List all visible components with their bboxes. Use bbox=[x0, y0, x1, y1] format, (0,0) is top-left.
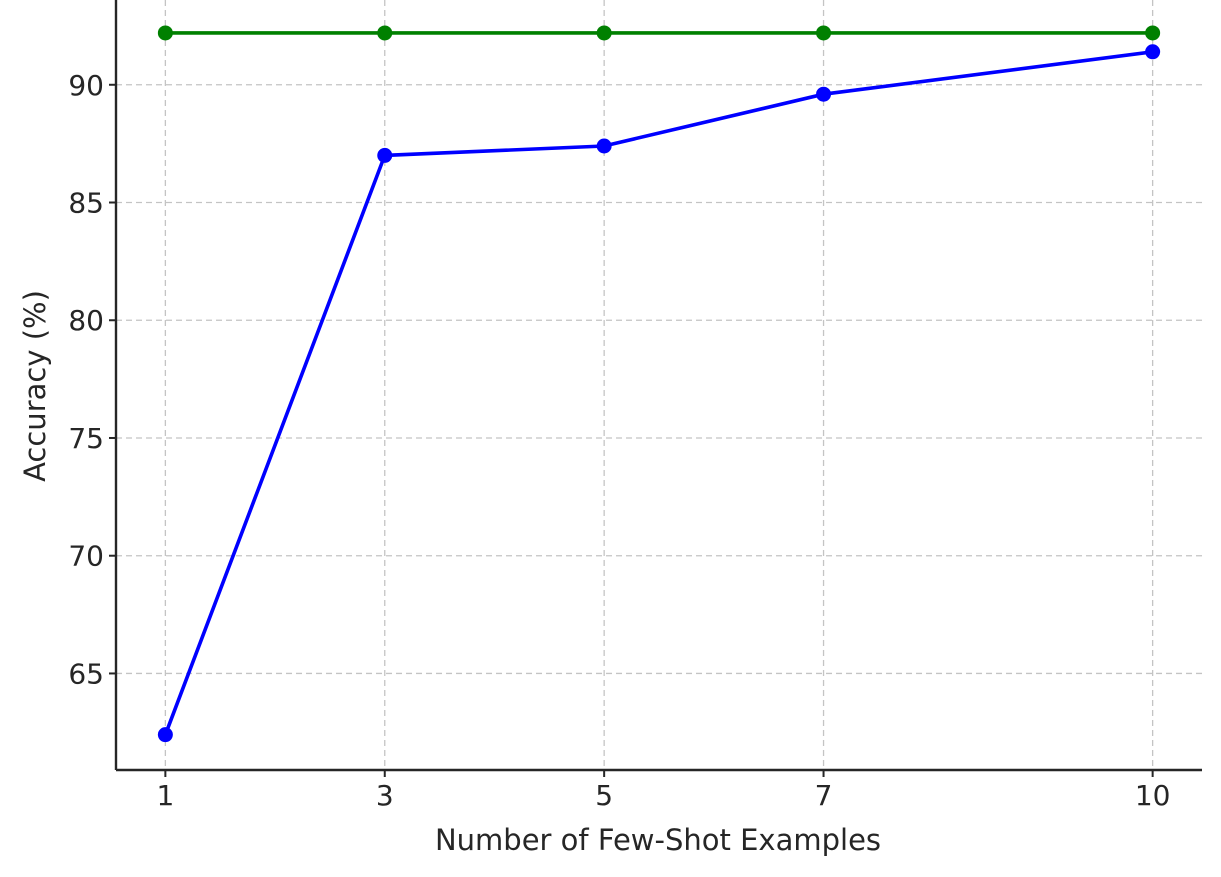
x-tick-label: 10 bbox=[1135, 779, 1171, 812]
y-tick-label: 70 bbox=[68, 540, 104, 573]
series-group bbox=[157, 25, 1161, 743]
data-point bbox=[377, 25, 393, 41]
x-axis-label: Number of Few-Shot Examples bbox=[435, 823, 881, 857]
x-tick-label: 7 bbox=[815, 779, 833, 812]
y-tick-label: 90 bbox=[68, 69, 104, 102]
data-point bbox=[1145, 25, 1161, 41]
y-tick-label: 80 bbox=[68, 304, 104, 337]
series-line-2 bbox=[163, 50, 1153, 736]
x-tick-label: 1 bbox=[156, 779, 174, 812]
axes: 1 3 5 7 10 65 70 75 80 85 90 bbox=[68, 0, 1202, 812]
grid bbox=[116, 0, 1202, 770]
y-tick-label: 85 bbox=[68, 187, 104, 220]
data-point bbox=[377, 147, 393, 163]
y-axis-label: Accuracy (%) bbox=[18, 290, 52, 482]
y-tick-label: 65 bbox=[68, 657, 104, 690]
data-point bbox=[596, 25, 612, 41]
x-tick-label: 5 bbox=[595, 779, 613, 812]
data-point bbox=[157, 727, 173, 743]
x-tick-label: 3 bbox=[376, 779, 394, 812]
data-point bbox=[1145, 44, 1161, 60]
data-point bbox=[816, 25, 832, 41]
data-point bbox=[596, 138, 612, 154]
data-point bbox=[157, 25, 173, 41]
data-point bbox=[816, 86, 832, 102]
y-tick-label: 75 bbox=[68, 422, 104, 455]
